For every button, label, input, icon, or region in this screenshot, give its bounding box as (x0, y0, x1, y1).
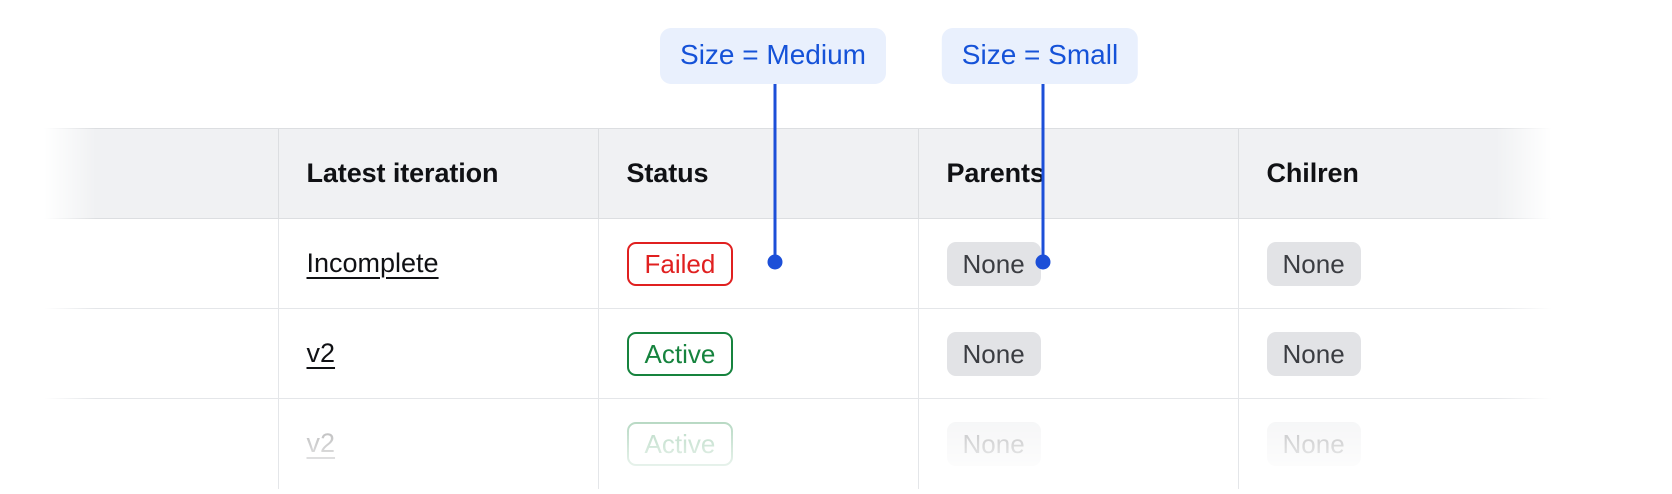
status-badge: Active (626, 331, 734, 376)
chilren-chip: None (1266, 331, 1361, 376)
table-container: Latest iteration Status Parents Chilren … (0, 128, 1672, 494)
cell-name (0, 398, 279, 489)
parents-chip: None (946, 241, 1041, 286)
cell-status: Failed (598, 218, 919, 309)
column-header-status[interactable]: Status (598, 128, 919, 219)
cell-chilren: None (1238, 218, 1672, 309)
parents-chip: None (946, 331, 1041, 376)
status-badge: Failed (626, 241, 734, 286)
cell-latest-iteration: v2 (278, 308, 599, 399)
cell-name (0, 308, 279, 399)
cell-latest-iteration: Incomplete (278, 218, 599, 309)
latest-iteration-link[interactable]: v2 (306, 338, 336, 368)
column-header-name[interactable] (0, 128, 279, 219)
annotation-endpoint-dot (1035, 254, 1051, 270)
table-header-row: Latest iteration Status Parents Chilren (0, 128, 1672, 219)
annotation-leader-line (1041, 74, 1045, 262)
status-badge: Active (626, 421, 734, 466)
column-header-parents[interactable]: Parents (918, 128, 1239, 219)
cell-latest-iteration: v2 (278, 398, 599, 489)
table-body: Incomplete Failed None None (0, 218, 1672, 489)
cell-status: Active (598, 308, 919, 399)
chilren-chip: None (1266, 421, 1361, 466)
cell-parents: None (918, 308, 1239, 399)
annotation-label-size-small: Size = Small (941, 28, 1139, 84)
cell-parents: None (918, 398, 1239, 489)
column-header-latest-iteration[interactable]: Latest iteration (278, 128, 599, 219)
latest-iteration-link[interactable]: v2 (306, 428, 336, 459)
parents-chip: None (946, 421, 1041, 466)
annotation-endpoint-dot (767, 254, 783, 270)
cell-parents: None (918, 218, 1239, 309)
cell-name (0, 218, 279, 309)
annotation-label-size-medium: Size = Medium (660, 28, 886, 84)
column-header-chilren[interactable]: Chilren (1238, 128, 1672, 219)
table-row: v2 Active None None (0, 398, 1672, 489)
cell-chilren: None (1238, 398, 1672, 489)
table-header: Latest iteration Status Parents Chilren (0, 128, 1672, 219)
table-row: v2 Active None None (0, 308, 1672, 399)
latest-iteration-link[interactable]: Incomplete (306, 248, 439, 278)
data-table: Latest iteration Status Parents Chilren … (0, 128, 1672, 489)
annotation-leader-line (773, 74, 777, 262)
table-row: Incomplete Failed None None (0, 218, 1672, 309)
cell-status: Active (598, 398, 919, 489)
chilren-chip: None (1266, 241, 1361, 286)
cell-chilren: None (1238, 308, 1672, 399)
